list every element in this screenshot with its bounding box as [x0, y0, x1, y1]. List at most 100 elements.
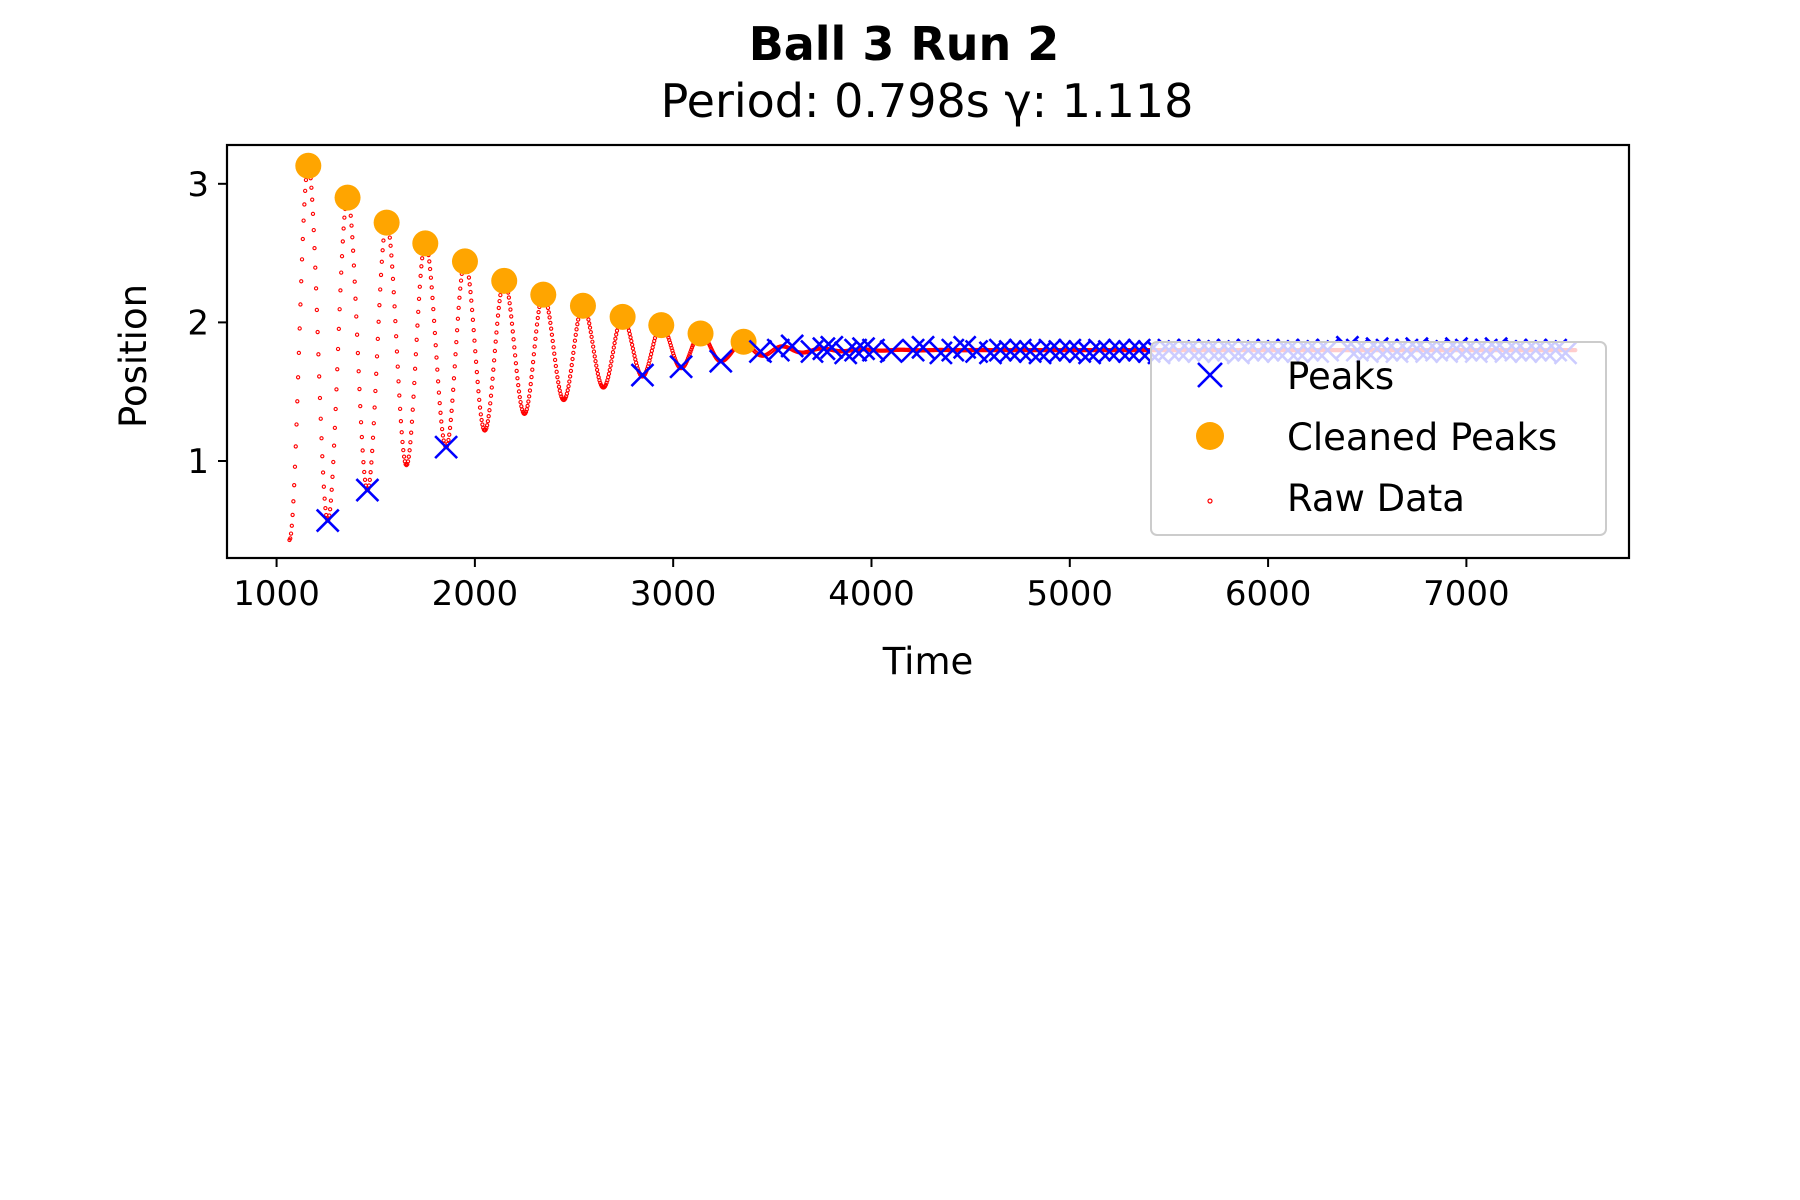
raw-data-point	[318, 416, 323, 421]
raw-data-point	[526, 399, 531, 404]
raw-data-point	[315, 329, 320, 335]
raw-data-point	[517, 394, 522, 400]
raw-data-point	[468, 289, 473, 295]
chart-subtitle: Period: 0.798s γ: 1.118	[661, 74, 1194, 128]
raw-data-point	[300, 236, 305, 242]
raw-data-point	[311, 227, 316, 233]
raw-data-point	[451, 387, 456, 392]
raw-data-point	[418, 273, 423, 279]
raw-data-point	[295, 375, 301, 380]
raw-data-point	[567, 379, 572, 384]
raw-data-point	[302, 202, 307, 207]
raw-data-point	[603, 382, 608, 387]
raw-data-point	[454, 328, 460, 333]
raw-data-point	[630, 346, 636, 351]
raw-data-point	[398, 419, 404, 424]
raw-data-point	[489, 385, 494, 390]
raw-data-point	[437, 400, 442, 406]
peak-marker	[1127, 338, 1152, 363]
raw-data-point	[435, 379, 441, 384]
raw-data-point	[447, 425, 453, 431]
raw-data-point	[614, 328, 620, 333]
raw-data-point	[320, 454, 325, 459]
raw-data-point	[420, 256, 425, 261]
raw-data-point	[454, 339, 459, 345]
raw-data-point	[377, 303, 382, 308]
raw-data-point	[288, 536, 293, 541]
raw-data-point	[490, 376, 495, 381]
raw-data-point	[362, 469, 367, 475]
raw-data-point	[369, 460, 374, 465]
raw-data-point	[431, 318, 437, 324]
raw-data-point	[509, 321, 515, 326]
raw-data-point	[586, 317, 591, 322]
raw-data-point	[648, 355, 653, 360]
raw-data-point	[484, 423, 490, 428]
raw-data-point	[491, 367, 496, 372]
raw-data-point	[298, 302, 303, 307]
raw-data-point	[529, 374, 534, 380]
legend-label-raw-data: Raw Data	[1287, 477, 1465, 520]
raw-data-point	[368, 470, 373, 475]
raw-data-point	[410, 407, 415, 412]
peak-marker	[819, 335, 844, 360]
raw-data-point	[310, 197, 315, 202]
peak-marker	[780, 334, 805, 358]
x-tick-label: 1000	[233, 574, 320, 614]
raw-data-point	[554, 369, 559, 374]
raw-data-point	[380, 248, 385, 253]
raw-data-point	[451, 376, 457, 381]
raw-data-point	[518, 399, 523, 405]
peak-marker	[988, 338, 1013, 363]
raw-data-point	[471, 327, 476, 333]
raw-data-point	[633, 357, 638, 362]
legend-box	[1150, 341, 1607, 536]
raw-data-point	[290, 512, 295, 518]
cleaned-peak-marker	[648, 312, 675, 339]
raw-data-point	[435, 367, 440, 372]
peak-marker	[1097, 339, 1122, 364]
peak-marker	[669, 354, 694, 379]
raw-data-point	[292, 483, 297, 488]
raw-data-point	[550, 338, 555, 344]
raw-data-point	[565, 388, 570, 393]
raw-data-point	[430, 295, 435, 301]
raw-data-point	[362, 477, 368, 482]
raw-data-point	[391, 290, 396, 295]
raw-data-point	[370, 448, 375, 454]
raw-data-point	[476, 389, 481, 394]
raw-data-point	[401, 454, 407, 459]
raw-data-point	[309, 185, 314, 190]
raw-data-point	[348, 213, 353, 218]
raw-data-point	[393, 318, 398, 324]
raw-data-point	[316, 352, 321, 357]
raw-data-point	[388, 243, 393, 248]
raw-data-point	[564, 391, 570, 396]
peak-marker	[708, 349, 733, 374]
raw-data-point	[458, 278, 464, 283]
cleaned-peak-marker	[609, 303, 636, 330]
raw-data-point	[512, 345, 517, 350]
raw-data-point	[516, 389, 522, 394]
x-tick-label: 7000	[1423, 574, 1510, 614]
raw-data-point	[611, 345, 616, 350]
raw-data-point	[310, 211, 316, 217]
raw-data-point	[519, 404, 524, 409]
raw-data-point	[525, 403, 530, 409]
raw-data-point	[373, 388, 378, 394]
raw-data-point	[359, 434, 365, 440]
raw-data-point	[530, 367, 535, 372]
peak-marker	[1038, 338, 1062, 363]
cleaned-peak-marker	[334, 184, 361, 211]
raw-data-point	[480, 422, 485, 427]
raw-data-point	[297, 326, 302, 331]
raw-data-point	[628, 335, 633, 340]
cleaned-peak-marker	[730, 328, 757, 355]
raw-data-point	[587, 321, 592, 326]
raw-data-point	[301, 218, 306, 223]
raw-data-point	[370, 435, 376, 440]
cleaned-peak-marker	[295, 152, 322, 179]
raw-data-point	[327, 513, 332, 518]
raw-data-point	[339, 254, 345, 259]
raw-data-point	[449, 408, 454, 413]
